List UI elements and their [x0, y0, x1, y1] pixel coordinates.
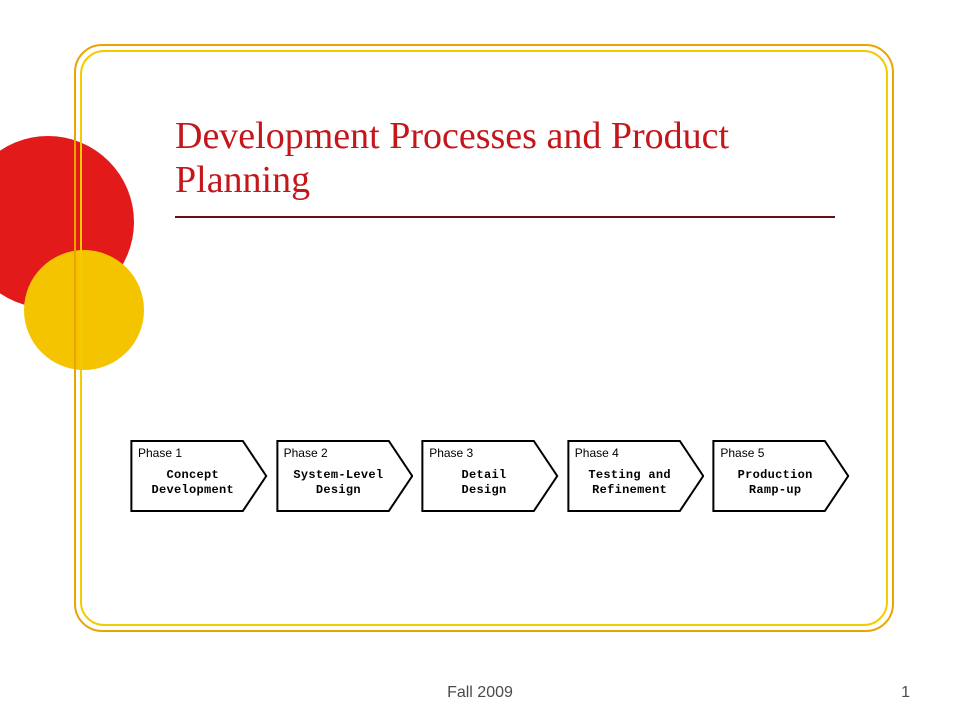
- footer-term: Fall 2009: [0, 684, 960, 702]
- slide: Development Processes and Product Planni…: [0, 0, 960, 720]
- title-underline: [175, 216, 835, 218]
- phase-name: System-Level Design: [276, 468, 402, 498]
- phase-name: Testing and Refinement: [567, 468, 693, 498]
- title-block: Development Processes and Product Planni…: [175, 115, 835, 218]
- phase-label: Phase 2: [284, 446, 328, 460]
- phase-arrow: Phase 1 Concept Development: [130, 440, 268, 512]
- slide-title: Development Processes and Product Planni…: [175, 115, 835, 202]
- phase-arrow: Phase 4 Testing and Refinement: [567, 440, 705, 512]
- phase-arrow: Phase 5 Production Ramp-up: [712, 440, 850, 512]
- phase-label: Phase 3: [429, 446, 473, 460]
- phase-name: Concept Development: [130, 468, 256, 498]
- phase-label: Phase 5: [720, 446, 764, 460]
- phase-name: Production Ramp-up: [712, 468, 838, 498]
- phase-label: Phase 4: [575, 446, 619, 460]
- phase-arrow: Phase 3 Detail Design: [421, 440, 559, 512]
- phase-name: Detail Design: [421, 468, 547, 498]
- footer-page-number: 1: [901, 684, 910, 702]
- phase-flowchart: Phase 1 Concept Development Phase 2 System-…: [130, 440, 850, 520]
- phase-arrow: Phase 2 System-Level Design: [276, 440, 414, 512]
- decorative-circle: [24, 250, 144, 370]
- phase-label: Phase 1: [138, 446, 182, 460]
